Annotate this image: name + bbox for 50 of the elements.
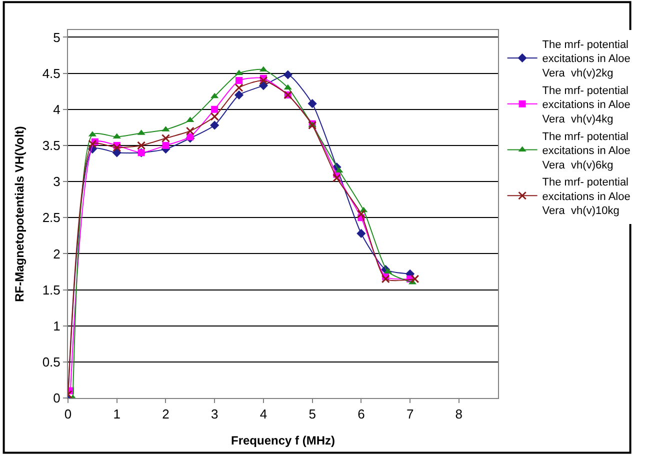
y-axis-title: RF-Magnetopotentials VH(Volt) bbox=[12, 126, 27, 302]
point bbox=[259, 76, 268, 85]
point bbox=[236, 77, 243, 84]
point bbox=[210, 112, 219, 121]
x-tick-label: 1 bbox=[113, 406, 120, 422]
point bbox=[211, 106, 218, 113]
point bbox=[186, 126, 194, 136]
point bbox=[161, 134, 170, 142]
x-tick-label: 6 bbox=[358, 406, 365, 422]
y-tick-label: 0 bbox=[53, 390, 60, 406]
point bbox=[112, 143, 122, 152]
point bbox=[186, 133, 194, 140]
point bbox=[332, 174, 341, 182]
point bbox=[234, 83, 244, 92]
x-tick-label: 2 bbox=[162, 406, 170, 422]
y-tick-label: 2.5 bbox=[42, 210, 60, 226]
point bbox=[137, 141, 146, 150]
point bbox=[210, 120, 220, 130]
legend-label: The mrf- potential excitations in Aloe Vera vh(v)10kg bbox=[542, 176, 630, 218]
point bbox=[410, 274, 420, 284]
point bbox=[88, 140, 97, 148]
legend-label: The mrf- potential excitations in Aloe Vera vh(v)2kg bbox=[542, 38, 630, 80]
point bbox=[283, 70, 292, 80]
point bbox=[234, 90, 244, 100]
x-tick-label: 0 bbox=[64, 406, 72, 422]
point bbox=[210, 92, 219, 98]
y-tick-label: 2 bbox=[53, 246, 60, 262]
point bbox=[356, 228, 366, 238]
y-tick-label: 1.5 bbox=[42, 282, 60, 298]
point bbox=[356, 210, 366, 218]
x-tick-label: 5 bbox=[308, 406, 316, 422]
y-tick-label: 1 bbox=[53, 318, 60, 334]
point bbox=[381, 274, 390, 284]
legend-label: The mrf- potential excitations in Aloe Vera vh(v)4kg bbox=[542, 84, 630, 126]
y-tick-label: 4.5 bbox=[42, 66, 60, 81]
y-tick-label: 3.5 bbox=[42, 138, 60, 153]
x-tick-label: 4 bbox=[260, 406, 268, 422]
y-tick-label: 4 bbox=[53, 102, 60, 117]
y-tick-label: 0.5 bbox=[42, 354, 60, 370]
point bbox=[308, 99, 317, 108]
x-tick-label: 3 bbox=[210, 406, 218, 422]
point bbox=[162, 142, 170, 149]
point bbox=[112, 133, 121, 139]
legend-label: The mrf- potential excitations in Aloe Vera vh(v)6kg bbox=[542, 130, 630, 172]
x-axis-title: Frequency f (MHz) bbox=[230, 434, 336, 448]
point bbox=[258, 81, 268, 90]
y-tick-label: 3 bbox=[53, 174, 60, 190]
x-tick-label: 8 bbox=[455, 406, 463, 422]
x-tick-label: 7 bbox=[406, 406, 414, 422]
y-tick-label: 5 bbox=[53, 30, 60, 45]
